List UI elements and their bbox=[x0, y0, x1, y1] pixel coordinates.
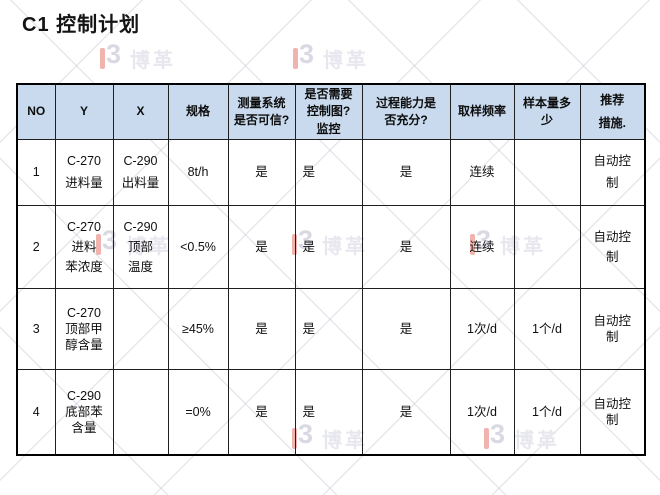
cell-capability: 是 bbox=[361, 205, 451, 290]
cell-freq: 连续 bbox=[449, 205, 515, 290]
cell-freq: 连续 bbox=[449, 139, 515, 207]
cell-x: C-290 顶部 温度 bbox=[112, 205, 169, 290]
column-header-no: NO bbox=[16, 83, 56, 141]
cell-action: 自动控 制 bbox=[579, 288, 646, 371]
cell-spec: <0.5% bbox=[167, 205, 229, 290]
column-header-spec: 规格 bbox=[167, 83, 229, 141]
cell-msa: 是 bbox=[227, 288, 296, 371]
table-header-row: NO Y X 规格 测量系统 是否可信? 是否需要 控制图? 监控 过程能力是 … bbox=[16, 83, 646, 141]
cell-freq: 1次/d bbox=[449, 288, 515, 371]
cell-chart: 是 bbox=[294, 139, 363, 207]
cell-freq: 1次/d bbox=[449, 369, 515, 456]
brand-watermark-text: 博革 bbox=[323, 50, 369, 72]
cell-sample bbox=[513, 139, 581, 207]
cell-action: 自动控 制 bbox=[579, 205, 646, 290]
table-row: 2 C-270 进料 苯浓度 C-290 顶部 温度 <0.5% 是 是 是 连… bbox=[16, 205, 646, 290]
cell-spec: =0% bbox=[167, 369, 229, 456]
cell-sample: 1个/d bbox=[513, 288, 581, 371]
cell-no: 2 bbox=[16, 205, 56, 290]
brand-watermark: 3 博革 bbox=[293, 39, 369, 73]
column-header-y: Y bbox=[54, 83, 114, 141]
cell-action: 自动控 制 bbox=[579, 369, 646, 456]
cell-capability: 是 bbox=[361, 369, 451, 456]
column-header-sample: 样本量多 少 bbox=[513, 83, 581, 141]
table-row: 4 C-290 底部苯 含量 =0% 是 是 是 1次/d 1个/d 自动控 制 bbox=[16, 369, 646, 456]
cell-x bbox=[112, 369, 169, 456]
page-title: C1 控制计划 bbox=[22, 14, 141, 36]
cell-sample bbox=[513, 205, 581, 290]
cell-msa: 是 bbox=[227, 139, 296, 207]
cell-chart: 是 bbox=[294, 205, 363, 290]
column-header-chart: 是否需要 控制图? 监控 bbox=[294, 83, 363, 141]
cell-capability: 是 bbox=[361, 139, 451, 207]
table-row: 3 C-270 顶部甲 醇含量 ≥45% 是 是 是 1次/d 1个/d 自动控… bbox=[16, 288, 646, 371]
brand-watermark: 3 博革 bbox=[100, 39, 176, 73]
cell-msa: 是 bbox=[227, 205, 296, 290]
cell-y: C-270 进料 苯浓度 bbox=[54, 205, 114, 290]
column-header-freq: 取样频率 bbox=[449, 83, 515, 141]
cell-capability: 是 bbox=[361, 288, 451, 371]
control-plan-table: NO Y X 规格 测量系统 是否可信? 是否需要 控制图? 监控 过程能力是 … bbox=[16, 83, 646, 456]
cell-spec: ≥45% bbox=[167, 288, 229, 371]
column-header-msa: 测量系统 是否可信? bbox=[227, 83, 296, 141]
cell-no: 4 bbox=[16, 369, 56, 456]
cell-spec: 8t/h bbox=[167, 139, 229, 207]
boge-logo-icon: 3 bbox=[293, 39, 314, 72]
column-header-capability: 过程能力是 否充分? bbox=[361, 83, 451, 141]
cell-sample: 1个/d bbox=[513, 369, 581, 456]
column-header-x: X bbox=[112, 83, 169, 141]
cell-y: C-290 底部苯 含量 bbox=[54, 369, 114, 456]
table-row: 1 C-270 进料量 C-290 出料量 8t/h 是 是 是 连续 自动控 … bbox=[16, 139, 646, 207]
brand-watermark-text: 博革 bbox=[130, 50, 176, 72]
cell-chart: 是 bbox=[294, 369, 363, 456]
boge-logo-icon: 3 bbox=[100, 39, 121, 72]
cell-y: C-270 顶部甲 醇含量 bbox=[54, 288, 114, 371]
column-header-action: 推荐 措施. bbox=[579, 83, 646, 141]
cell-no: 1 bbox=[16, 139, 56, 207]
cell-x bbox=[112, 288, 169, 371]
cell-action: 自动控 制 bbox=[579, 139, 646, 207]
cell-msa: 是 bbox=[227, 369, 296, 456]
cell-x: C-290 出料量 bbox=[112, 139, 169, 207]
cell-y: C-270 进料量 bbox=[54, 139, 114, 207]
cell-chart: 是 bbox=[294, 288, 363, 371]
cell-no: 3 bbox=[16, 288, 56, 371]
